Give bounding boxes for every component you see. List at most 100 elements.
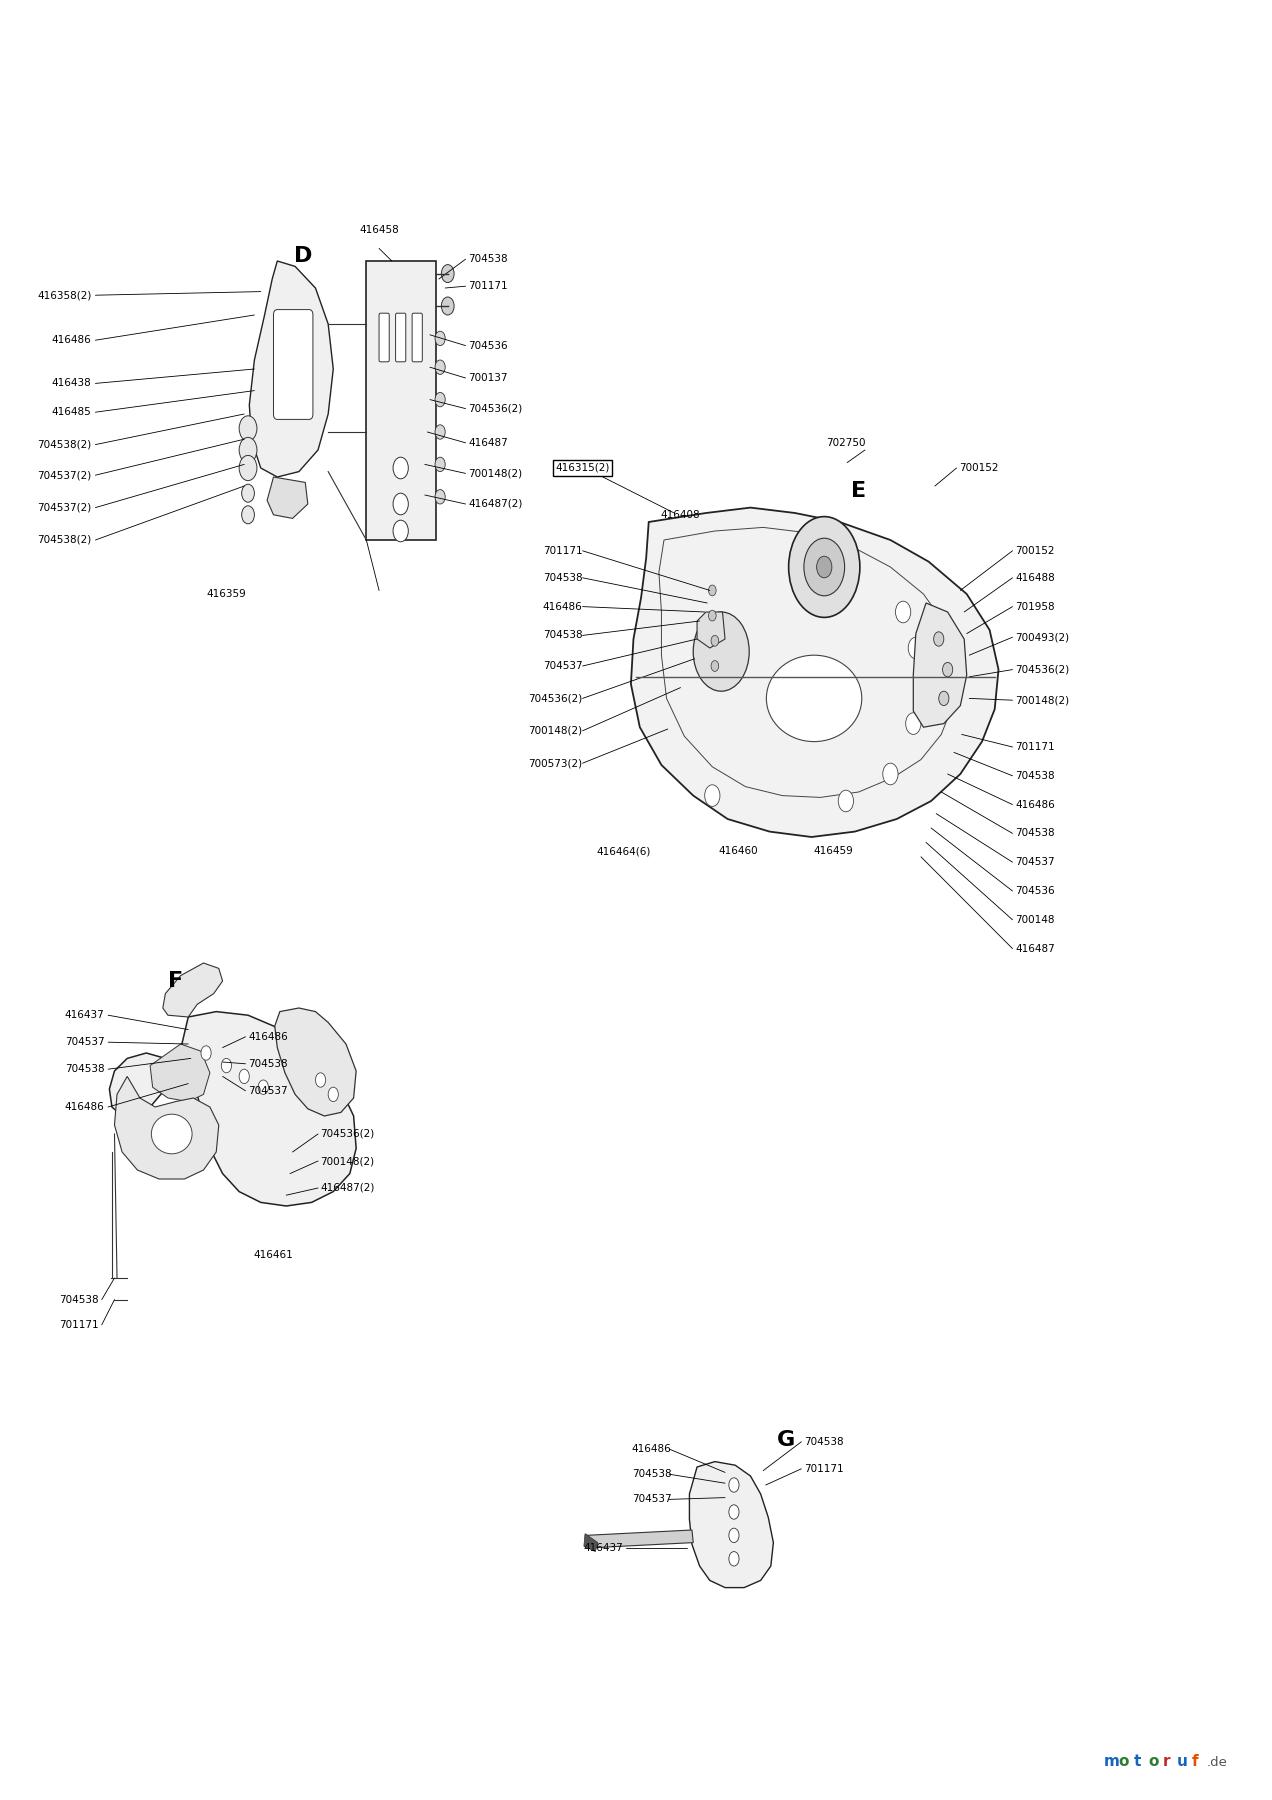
Circle shape <box>435 490 445 504</box>
Circle shape <box>883 763 898 785</box>
Text: 704538: 704538 <box>543 572 583 583</box>
Text: 416488: 416488 <box>1015 572 1054 583</box>
Circle shape <box>435 360 445 374</box>
Polygon shape <box>913 603 967 727</box>
Text: 416486: 416486 <box>248 1031 287 1042</box>
Circle shape <box>239 455 257 481</box>
Polygon shape <box>275 1008 356 1116</box>
Circle shape <box>441 297 454 315</box>
Text: E: E <box>851 481 866 502</box>
Circle shape <box>242 484 254 502</box>
Circle shape <box>711 661 719 671</box>
Polygon shape <box>697 612 725 648</box>
Ellipse shape <box>151 1114 192 1154</box>
Text: 704538(2): 704538(2) <box>37 439 92 450</box>
Circle shape <box>239 416 257 441</box>
Text: 704538: 704538 <box>543 630 583 641</box>
Text: f: f <box>1192 1755 1198 1769</box>
Text: .de: .de <box>1206 1757 1227 1769</box>
Text: 702750: 702750 <box>826 437 866 448</box>
Circle shape <box>729 1505 739 1519</box>
Text: D: D <box>294 245 312 266</box>
Circle shape <box>729 1478 739 1492</box>
Circle shape <box>693 612 749 691</box>
Text: 416487(2): 416487(2) <box>321 1183 375 1193</box>
Circle shape <box>817 556 832 578</box>
Text: 700152: 700152 <box>959 463 999 473</box>
Text: 701171: 701171 <box>60 1319 99 1330</box>
Text: 416437: 416437 <box>65 1010 104 1021</box>
FancyBboxPatch shape <box>396 313 406 362</box>
Text: F: F <box>168 970 183 992</box>
Text: o: o <box>1149 1755 1159 1769</box>
Circle shape <box>908 637 923 659</box>
FancyBboxPatch shape <box>273 310 313 419</box>
Polygon shape <box>109 1012 356 1206</box>
Circle shape <box>435 392 445 407</box>
Text: 704536(2): 704536(2) <box>1015 664 1070 675</box>
Text: 701171: 701171 <box>804 1463 843 1474</box>
Text: 704537: 704537 <box>248 1085 287 1096</box>
Text: 416486: 416486 <box>52 335 92 346</box>
Text: 704538(2): 704538(2) <box>37 535 92 545</box>
Text: o: o <box>1119 1755 1130 1769</box>
Circle shape <box>943 662 953 677</box>
Text: 704537(2): 704537(2) <box>37 502 92 513</box>
FancyBboxPatch shape <box>412 313 422 362</box>
Circle shape <box>239 437 257 463</box>
Text: 416315(2): 416315(2) <box>556 463 609 473</box>
Text: 704538: 704538 <box>468 254 508 265</box>
Circle shape <box>789 517 860 617</box>
Text: 700137: 700137 <box>468 373 508 383</box>
Text: 704538: 704538 <box>248 1058 287 1069</box>
Circle shape <box>705 785 720 806</box>
Text: 416437: 416437 <box>584 1543 623 1553</box>
Circle shape <box>435 457 445 472</box>
Polygon shape <box>689 1462 773 1588</box>
Text: 700148(2): 700148(2) <box>468 468 523 479</box>
Polygon shape <box>584 1534 598 1552</box>
Text: 416458: 416458 <box>359 225 399 236</box>
Text: 704537: 704537 <box>632 1494 672 1505</box>
Circle shape <box>239 1069 249 1084</box>
Text: 704536: 704536 <box>468 340 508 351</box>
Circle shape <box>435 425 445 439</box>
Text: 704538: 704538 <box>1015 770 1054 781</box>
Text: 416460: 416460 <box>717 846 758 857</box>
Text: 700493(2): 700493(2) <box>1015 632 1070 643</box>
Circle shape <box>711 635 719 646</box>
Circle shape <box>258 1080 268 1094</box>
Text: 704536(2): 704536(2) <box>528 693 583 704</box>
Circle shape <box>242 506 254 524</box>
Text: 416486: 416486 <box>65 1102 104 1112</box>
Polygon shape <box>585 1530 693 1548</box>
Text: 416487: 416487 <box>1015 943 1054 954</box>
Text: 416486: 416486 <box>1015 799 1054 810</box>
Circle shape <box>709 610 716 621</box>
Circle shape <box>315 1073 326 1087</box>
Text: 416487: 416487 <box>468 437 508 448</box>
Polygon shape <box>163 963 223 1017</box>
Text: G: G <box>777 1429 795 1451</box>
Text: 700152: 700152 <box>1015 545 1054 556</box>
Circle shape <box>895 601 911 623</box>
Text: 704537: 704537 <box>543 661 583 671</box>
Circle shape <box>441 265 454 283</box>
Text: 700573(2): 700573(2) <box>528 758 583 769</box>
Text: 704538: 704538 <box>1015 828 1054 839</box>
Text: 704538: 704538 <box>632 1469 672 1480</box>
Text: 416438: 416438 <box>52 378 92 389</box>
Text: m: m <box>1104 1755 1119 1769</box>
Text: 416485: 416485 <box>52 407 92 418</box>
Polygon shape <box>267 477 308 518</box>
Text: 700148: 700148 <box>1015 914 1054 925</box>
Polygon shape <box>114 1076 219 1179</box>
Text: 704538: 704538 <box>65 1064 104 1075</box>
Circle shape <box>393 457 408 479</box>
Circle shape <box>906 713 921 734</box>
Text: 704538: 704538 <box>60 1294 99 1305</box>
Text: 704538: 704538 <box>804 1436 843 1447</box>
Text: 416408: 416408 <box>660 509 701 520</box>
Text: r: r <box>1163 1755 1170 1769</box>
Text: 701171: 701171 <box>543 545 583 556</box>
